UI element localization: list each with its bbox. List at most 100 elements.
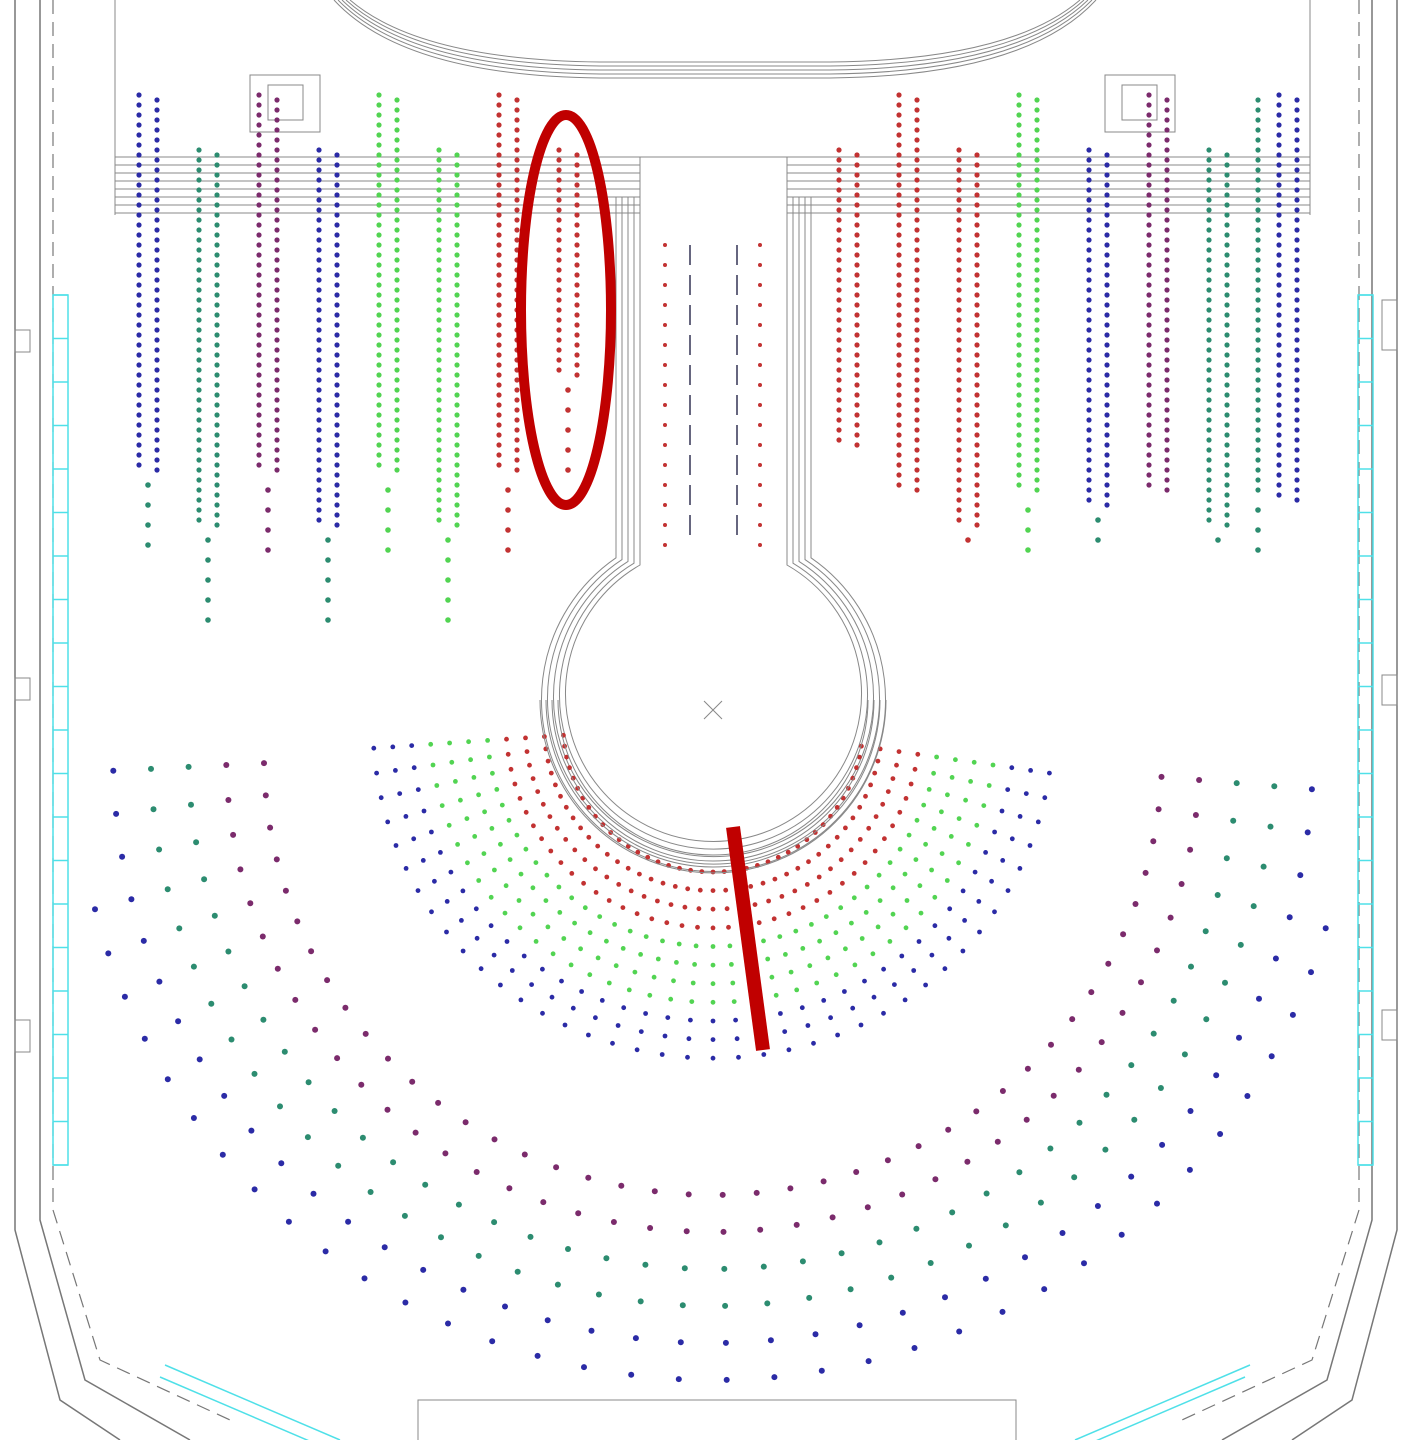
seat-dot xyxy=(514,177,520,183)
seat-dot xyxy=(214,502,220,508)
seat-dot xyxy=(310,1190,317,1197)
seat-dot xyxy=(736,1054,741,1060)
seat-dot xyxy=(734,1036,740,1042)
seat-dot xyxy=(196,447,202,453)
seat-dot xyxy=(1146,402,1152,408)
seat-dot xyxy=(481,851,487,856)
seat-dot xyxy=(454,412,460,418)
seat-dot xyxy=(1164,117,1170,123)
track-arc xyxy=(345,0,1085,67)
seat-dot xyxy=(376,132,382,138)
seat-dot xyxy=(1016,382,1022,388)
seat-dot xyxy=(753,1189,760,1196)
seat-dot xyxy=(447,740,452,746)
seat-dot xyxy=(154,327,160,333)
seat-dot xyxy=(974,282,980,288)
seat-dot xyxy=(641,894,647,899)
seat-dot xyxy=(530,776,536,781)
seat-dot xyxy=(196,397,202,403)
seat-dot xyxy=(325,617,331,623)
seat-dot xyxy=(334,442,340,448)
seat-dot xyxy=(859,936,865,941)
seat-dot xyxy=(821,998,827,1003)
seat-dot xyxy=(556,297,562,303)
seat-dot xyxy=(726,924,731,930)
seat-dot xyxy=(454,162,460,168)
seat-dot xyxy=(974,182,980,188)
seat-dot xyxy=(1146,182,1152,188)
seat-dot xyxy=(496,162,502,168)
seat-dot xyxy=(1255,487,1261,493)
seat-dot xyxy=(1016,252,1022,258)
seat-dot xyxy=(256,292,262,298)
seat-dot xyxy=(1276,262,1282,268)
seat-dot xyxy=(466,739,471,745)
seat-dot xyxy=(638,1029,644,1034)
seat-dot xyxy=(877,898,883,903)
seat-dot xyxy=(496,312,502,318)
seat-dot xyxy=(196,337,202,343)
seat-dot xyxy=(1224,262,1230,268)
seat-dot xyxy=(384,1106,391,1113)
seat-dot xyxy=(1034,137,1040,143)
seat-dot xyxy=(974,232,980,238)
seat-dot xyxy=(558,793,563,799)
seat-dot xyxy=(628,1371,635,1378)
seat-dot xyxy=(663,483,667,487)
seat-dot xyxy=(843,946,848,952)
seat-dot xyxy=(956,1328,963,1335)
seat-dot xyxy=(1164,97,1170,103)
seat-dot xyxy=(548,848,554,854)
seat-dot xyxy=(436,517,442,523)
seat-dot xyxy=(256,302,262,308)
seat-dot xyxy=(436,327,442,333)
seat-dot xyxy=(1224,332,1230,338)
track-arc xyxy=(333,0,1097,79)
seat-dot xyxy=(496,232,502,238)
seat-dot xyxy=(429,909,434,915)
seat-dot xyxy=(196,317,202,323)
seat-dot xyxy=(1142,869,1149,876)
seat-dot xyxy=(1260,863,1267,870)
seat-dot xyxy=(394,387,400,393)
seat-dot xyxy=(1276,362,1282,368)
seat-dot xyxy=(1294,157,1300,163)
seat-dot xyxy=(915,1143,922,1150)
seat-dot xyxy=(196,387,202,393)
seat-dot xyxy=(956,816,962,821)
seat-dot xyxy=(256,232,262,238)
seat-dot xyxy=(1034,197,1040,203)
seat-dot xyxy=(974,362,980,368)
seat-dot xyxy=(1146,442,1152,448)
seat-dot xyxy=(1224,492,1230,498)
seat-dot xyxy=(514,167,520,173)
seat-dot xyxy=(544,872,550,878)
seat-dot xyxy=(896,292,902,298)
seat-dot xyxy=(915,751,921,757)
seat-dot xyxy=(436,467,442,473)
seat-dot xyxy=(274,207,280,213)
seat-dot xyxy=(914,437,920,443)
seat-dot xyxy=(196,167,202,173)
seat-dot xyxy=(1016,482,1022,488)
seat-dot xyxy=(432,878,437,884)
seat-dot xyxy=(1034,387,1040,393)
seat-dot xyxy=(773,992,779,998)
seat-dot xyxy=(836,307,842,313)
seat-dot xyxy=(1255,237,1261,243)
seat-dot xyxy=(1059,1230,1066,1236)
seat-dot xyxy=(1104,312,1110,318)
seat-dot xyxy=(490,770,495,776)
seat-dot xyxy=(454,342,460,348)
seat-dot xyxy=(655,956,661,962)
seat-dot xyxy=(376,352,382,358)
seat-dot xyxy=(836,217,842,223)
seat-dot xyxy=(154,147,160,153)
seat-dot xyxy=(150,806,157,813)
seat-dot xyxy=(1104,342,1110,348)
seat-dot xyxy=(1034,277,1040,283)
seat-dot xyxy=(1294,337,1300,343)
seat-dot xyxy=(1016,222,1022,228)
seat-dot xyxy=(896,432,902,438)
seat-dot xyxy=(914,307,920,313)
